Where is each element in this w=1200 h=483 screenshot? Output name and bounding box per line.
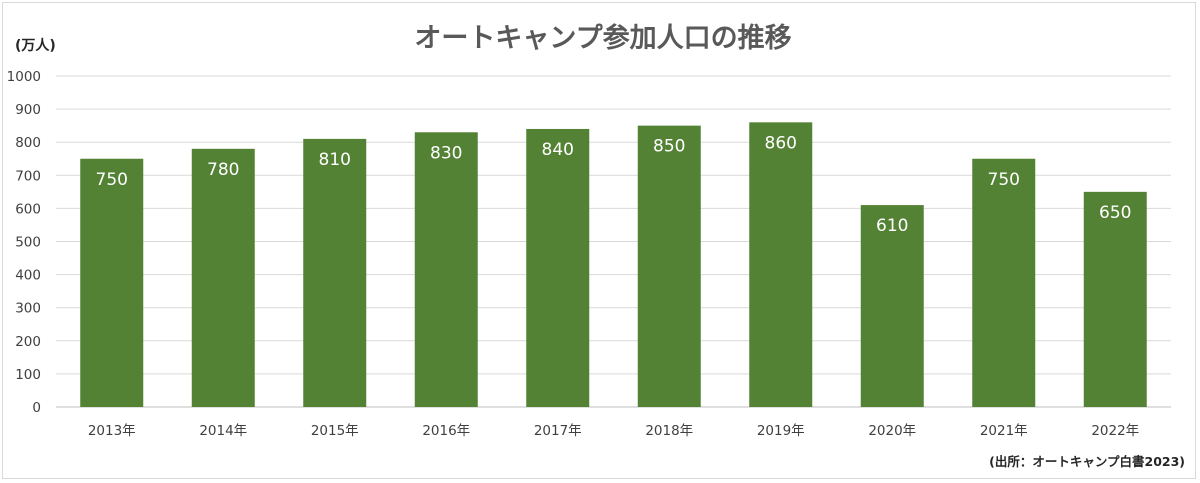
- y-tick-label: 600: [15, 201, 41, 217]
- y-axis-ticks: 0 100 200 300 400 500 600 700 800 900 1000: [7, 69, 41, 416]
- y-tick-label: 1000: [7, 69, 41, 85]
- data-label: 850: [653, 137, 685, 157]
- bar: [303, 138, 367, 407]
- data-label: 650: [1099, 203, 1131, 223]
- chart-svg: オートキャンプ参加人口の推移 (万人) 0 100 200 300 400 500 600 7…: [7, 22, 1185, 469]
- y-unit-label: (万人): [15, 37, 56, 54]
- x-tick-label: 2022年: [1091, 423, 1139, 439]
- y-tick-label: 0: [32, 400, 41, 416]
- bars: [80, 122, 1147, 408]
- x-tick-label: 2017年: [534, 423, 582, 439]
- bar: [972, 158, 1036, 407]
- bar: [191, 148, 255, 407]
- y-tick-label: 100: [15, 367, 41, 383]
- bar: [749, 122, 813, 407]
- data-label: 610: [876, 216, 908, 236]
- bar: [637, 125, 701, 408]
- x-axis-labels: 2013年 2014年 2015年 2016年 2017年 2018年 2019年 2020年…: [88, 423, 1139, 439]
- x-tick-label: 2021年: [980, 423, 1028, 439]
- x-tick-label: 2019年: [757, 423, 805, 439]
- data-label: 750: [988, 170, 1020, 190]
- x-tick-label: 2020年: [868, 423, 916, 439]
- y-tick-label: 900: [15, 102, 41, 118]
- x-tick-label: 2015年: [311, 423, 359, 439]
- y-tick-label: 800: [15, 135, 41, 151]
- data-label: 860: [765, 133, 797, 153]
- x-tick-label: 2014年: [199, 423, 247, 439]
- bar: [860, 205, 924, 407]
- y-tick-label: 500: [15, 235, 41, 251]
- bar: [414, 132, 478, 407]
- data-labels: 750 780 810 830 840 850 860 610 750 650: [96, 133, 1132, 236]
- y-tick-label: 700: [15, 168, 41, 184]
- data-label: 810: [319, 150, 351, 170]
- y-tick-label: 400: [15, 268, 41, 284]
- bar: [1083, 191, 1147, 407]
- bar: [526, 128, 590, 407]
- data-label: 840: [542, 140, 574, 160]
- bar: [80, 158, 144, 407]
- y-tick-label: 200: [15, 334, 41, 350]
- source-note: (出所：オートキャンプ白書2023): [989, 454, 1185, 469]
- data-label: 780: [207, 160, 239, 180]
- x-tick-label: 2018年: [645, 423, 693, 439]
- x-tick-label: 2013年: [88, 423, 136, 439]
- data-label: 750: [96, 170, 128, 190]
- y-tick-label: 300: [15, 301, 41, 317]
- chart-title: オートキャンプ参加人口の推移: [414, 22, 791, 54]
- data-label: 830: [430, 143, 462, 163]
- x-tick-label: 2016年: [422, 423, 470, 439]
